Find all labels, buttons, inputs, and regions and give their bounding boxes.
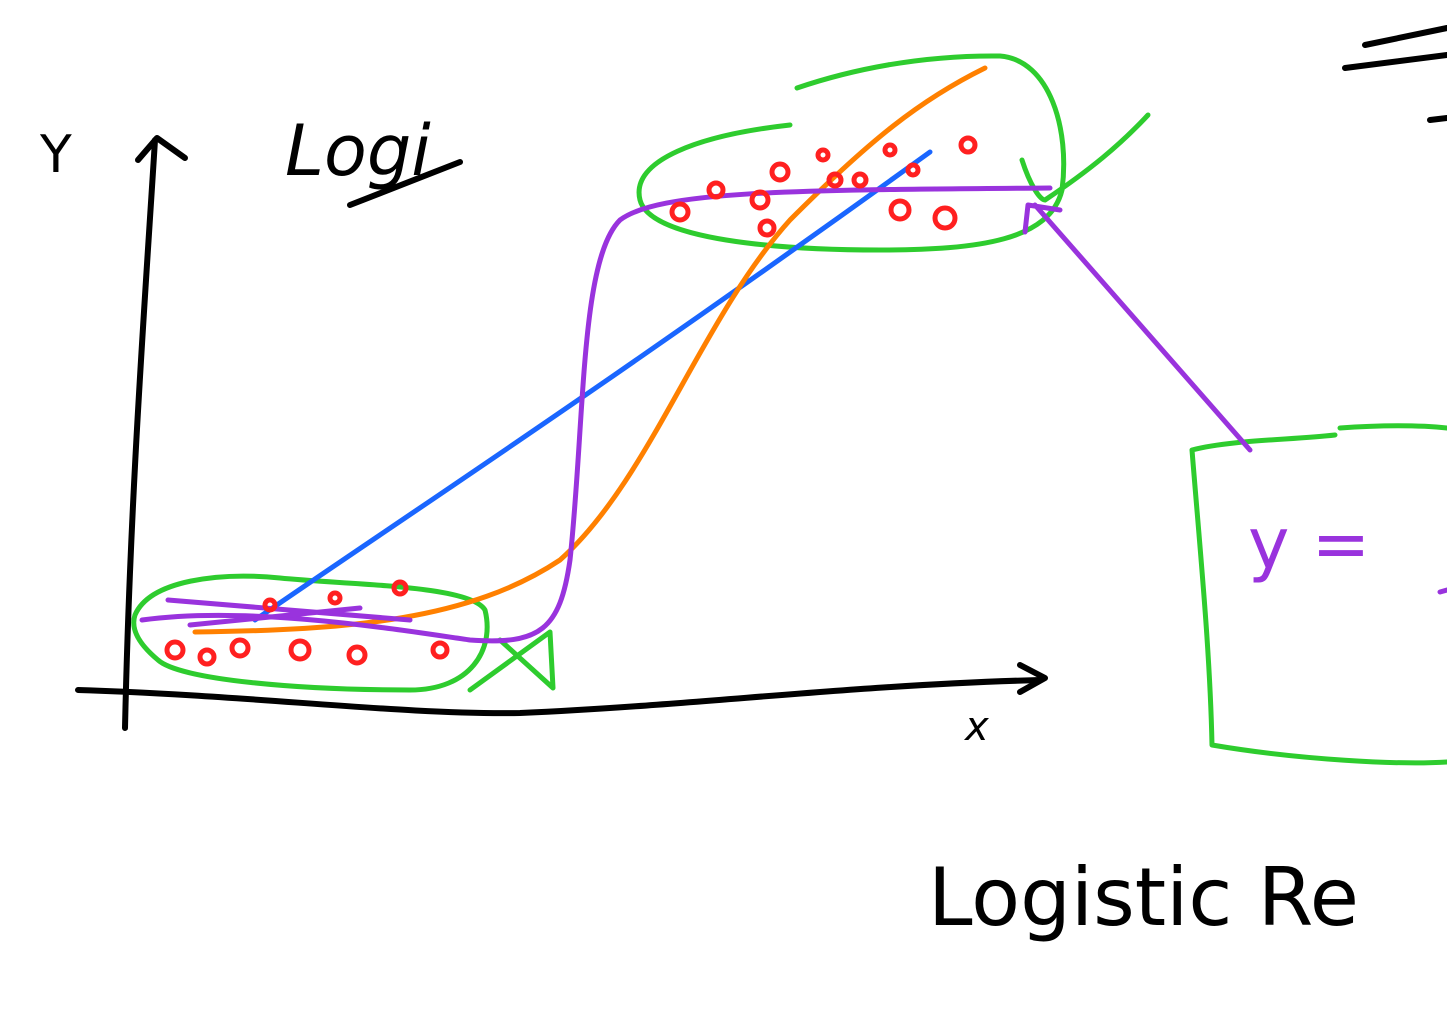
x-arrow	[1017, 662, 1048, 695]
linear-fit	[252, 149, 933, 623]
equation-continuation	[1437, 587, 1447, 595]
group-high	[636, 53, 1067, 253]
equation: y =	[1248, 503, 1370, 585]
caption: Logistic Re	[928, 851, 1359, 944]
pointer-arrow	[1022, 202, 1253, 453]
purple-scribble	[165, 597, 413, 628]
title: Logi	[285, 110, 431, 192]
y-arrow	[135, 135, 188, 163]
x-axis	[75, 677, 1043, 717]
partial-symbol	[1342, 25, 1447, 123]
check-high	[1019, 112, 1151, 203]
y-axis-label: Y	[39, 125, 72, 185]
check-low	[467, 629, 556, 693]
group-low	[131, 573, 490, 693]
title-underline	[347, 159, 463, 208]
data-points-high	[669, 135, 978, 238]
data-points-low	[164, 579, 450, 667]
x-axis-label: x	[963, 704, 989, 750]
y-axis	[122, 137, 158, 731]
